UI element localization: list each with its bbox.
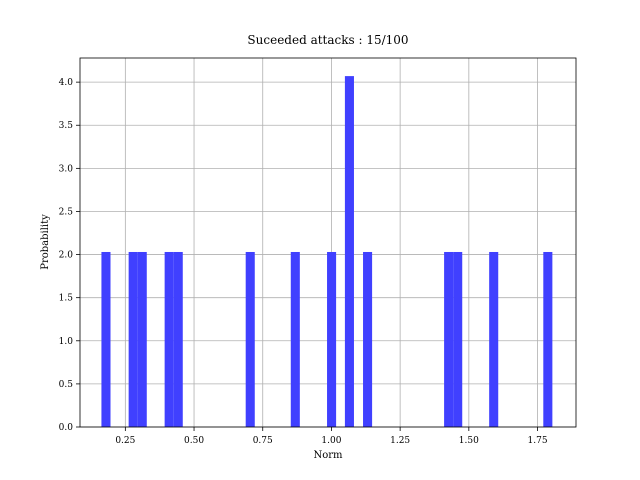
histogram-bar xyxy=(444,251,454,427)
grid-layer xyxy=(80,58,576,428)
histogram-bar xyxy=(363,251,373,427)
axes-frame xyxy=(79,57,577,428)
histogram-bar xyxy=(543,251,553,427)
histogram-bar xyxy=(101,251,111,427)
x-tick-label: 0.75 xyxy=(253,436,273,446)
plot-area: 0.25 0.50 0.75 1.00 1.25 1.50 1.75 0.0 0.5 1.0 1.… xyxy=(59,57,577,446)
x-tick-label: 1.75 xyxy=(528,436,548,446)
histogram-bar xyxy=(489,251,499,427)
x-tick-label: 1.25 xyxy=(390,436,410,446)
chart-title: Suceeded attacks : 15/100 xyxy=(247,33,408,47)
x-tick-label: 0.50 xyxy=(184,436,204,446)
histogram-bar xyxy=(173,251,183,427)
y-axis-label: Probability xyxy=(40,214,51,270)
histogram-bar xyxy=(245,251,255,427)
histogram-bar xyxy=(164,251,174,427)
histogram-bar xyxy=(290,251,300,427)
x-tick-label: 0.25 xyxy=(115,436,135,446)
y-tick-label: 2.5 xyxy=(59,207,74,217)
y-tick-label: 3.0 xyxy=(59,164,74,174)
histogram-bar xyxy=(327,251,337,427)
bars-layer xyxy=(101,76,553,428)
x-tick-label: 1.50 xyxy=(459,436,479,446)
x-axis-ticks: 0.25 0.50 0.75 1.00 1.25 1.50 1.75 xyxy=(115,427,548,446)
y-axis-ticks: 0.0 0.5 1.0 1.5 2.0 2.5 3.0 3.5 4.0 xyxy=(59,78,80,433)
y-tick-label: 0.0 xyxy=(59,423,74,433)
y-tick-label: 3.5 xyxy=(59,121,74,131)
y-tick-label: 1.0 xyxy=(59,337,74,347)
histogram-bar xyxy=(137,251,147,427)
y-tick-label: 1.5 xyxy=(59,294,74,304)
y-tick-label: 4.0 xyxy=(59,78,74,88)
histogram-bar xyxy=(344,76,354,428)
y-tick-label: 2.0 xyxy=(59,251,74,261)
histogram-bar xyxy=(128,251,138,427)
y-tick-label: 0.5 xyxy=(59,380,74,390)
x-tick-label: 1.00 xyxy=(321,436,341,446)
x-axis-label: Norm xyxy=(313,450,343,461)
histogram-bar xyxy=(453,251,463,427)
